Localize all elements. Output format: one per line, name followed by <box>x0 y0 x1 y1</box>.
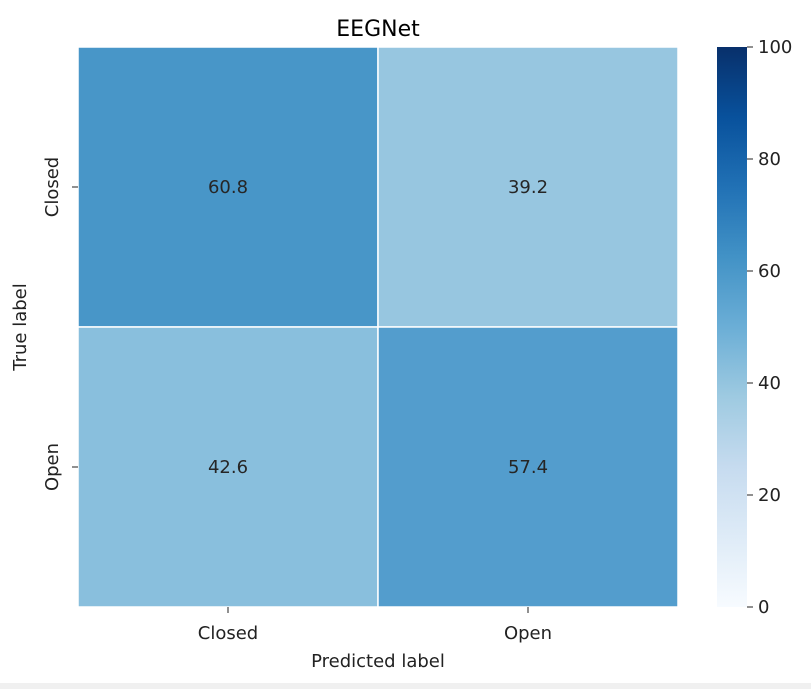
y-tick-label: Open <box>42 443 63 491</box>
colorbar-tick-label: 0 <box>758 597 769 618</box>
x-tick-label: Open <box>504 623 552 644</box>
cell-value-label: 60.8 <box>208 177 248 198</box>
chart-title: EEGNet <box>336 17 420 42</box>
colorbar-tick-label: 100 <box>758 37 792 58</box>
colorbar-ticks: 0 20 40 60 80 100 <box>747 37 792 618</box>
x-tick-label: Closed <box>198 623 258 644</box>
y-axis-label: True label <box>10 283 31 372</box>
y-tick-label: Closed <box>42 157 63 217</box>
cell-value-label: 57.4 <box>508 457 548 478</box>
x-axis-ticks: Closed Open <box>198 607 552 644</box>
colorbar-tick-label: 80 <box>758 149 781 170</box>
heatmap-cell-labels: 60.8 39.2 42.6 57.4 <box>208 177 548 478</box>
heatmap-cells <box>77 46 679 608</box>
colorbar-tick-label: 60 <box>758 261 781 282</box>
cell-value-label: 42.6 <box>208 457 248 478</box>
x-axis-label: Predicted label <box>311 651 445 672</box>
cell-value-label: 39.2 <box>508 177 548 198</box>
bottom-strip <box>0 683 811 689</box>
colorbar-tick-label: 40 <box>758 373 781 394</box>
y-axis-ticks: Closed Open <box>42 157 78 491</box>
colorbar <box>717 47 747 607</box>
colorbar-tick-label: 20 <box>758 485 781 506</box>
heatmap-cell <box>77 326 379 608</box>
heatmap-cell <box>377 326 679 608</box>
heatmap-cell <box>377 46 679 328</box>
heatmap-cell <box>77 46 379 328</box>
